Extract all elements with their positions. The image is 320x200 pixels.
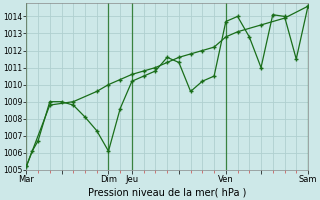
- X-axis label: Pression niveau de la mer( hPa ): Pression niveau de la mer( hPa ): [88, 187, 246, 197]
